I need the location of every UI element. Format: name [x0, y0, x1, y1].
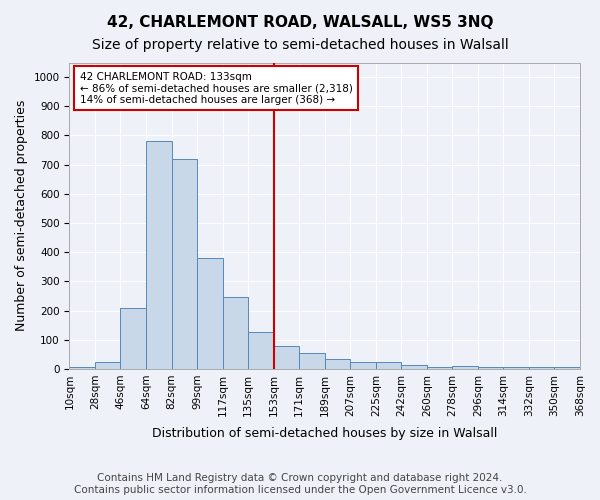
Bar	[427, 366, 452, 369]
Bar	[503, 368, 529, 369]
Text: 42 CHARLEMONT ROAD: 133sqm
← 86% of semi-detached houses are smaller (2,318)
14%: 42 CHARLEMONT ROAD: 133sqm ← 86% of semi…	[80, 72, 352, 105]
Bar	[554, 368, 580, 369]
Bar	[529, 366, 554, 369]
Bar	[350, 362, 376, 369]
Bar	[452, 366, 478, 369]
Text: Size of property relative to semi-detached houses in Walsall: Size of property relative to semi-detach…	[92, 38, 508, 52]
Bar	[274, 346, 299, 369]
Bar	[197, 258, 223, 369]
Bar	[172, 159, 197, 369]
Y-axis label: Number of semi-detached properties: Number of semi-detached properties	[15, 100, 28, 332]
Bar	[121, 308, 146, 369]
Bar	[299, 353, 325, 369]
Bar	[95, 362, 121, 369]
Bar	[70, 366, 95, 369]
Bar	[478, 366, 503, 369]
Bar	[376, 362, 401, 369]
Bar	[146, 142, 172, 369]
Bar	[248, 332, 274, 369]
Text: Contains HM Land Registry data © Crown copyright and database right 2024.
Contai: Contains HM Land Registry data © Crown c…	[74, 474, 526, 495]
Bar	[223, 296, 248, 369]
Bar	[325, 358, 350, 369]
Bar	[401, 365, 427, 369]
X-axis label: Distribution of semi-detached houses by size in Walsall: Distribution of semi-detached houses by …	[152, 427, 497, 440]
Text: 42, CHARLEMONT ROAD, WALSALL, WS5 3NQ: 42, CHARLEMONT ROAD, WALSALL, WS5 3NQ	[107, 15, 493, 30]
